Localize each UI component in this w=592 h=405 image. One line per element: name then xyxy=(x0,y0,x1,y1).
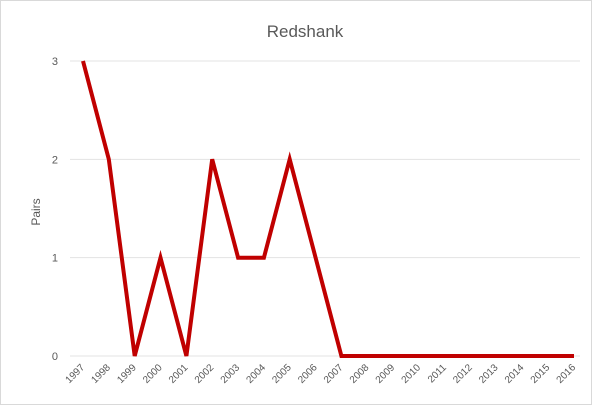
chart-title: Redshank xyxy=(267,22,344,41)
x-axis-ticks: 1997 1998 1999 2000 2001 2002 2003 2004 2005 2006… xyxy=(64,362,579,386)
x-tick-label: 2002 xyxy=(193,362,217,386)
x-tick-label: 2007 xyxy=(322,362,346,386)
x-tick-label: 2006 xyxy=(296,362,320,386)
x-tick-label: 2011 xyxy=(426,362,449,385)
x-tick-label: 2015 xyxy=(529,362,553,386)
series-layer xyxy=(81,60,574,358)
x-tick-label: 2013 xyxy=(477,362,501,386)
x-tick-label: 2005 xyxy=(270,362,294,386)
x-tick-label: 2010 xyxy=(400,362,424,386)
x-tick-label: 2001 xyxy=(167,362,191,386)
x-tick-label: 2014 xyxy=(503,362,527,386)
x-tick-label: 1999 xyxy=(115,362,139,386)
y-tick-label: 2 xyxy=(52,154,58,166)
x-tick-label: 2000 xyxy=(141,362,165,386)
y-axis-ticks: 0 1 2 3 xyxy=(52,56,58,363)
x-tick-label: 2009 xyxy=(374,362,398,386)
x-tick-label: 2008 xyxy=(348,362,372,386)
y-tick-label: 3 xyxy=(52,56,58,68)
x-tick-label: 1998 xyxy=(89,362,113,386)
x-tick-label: 2003 xyxy=(219,362,243,386)
series-line xyxy=(81,60,574,358)
y-tick-label: 1 xyxy=(52,253,58,265)
x-tick-label: 2016 xyxy=(555,362,579,386)
x-tick-label: 1997 xyxy=(64,362,88,386)
y-axis-label: Pairs xyxy=(29,198,43,225)
x-tick-label: 2012 xyxy=(451,362,475,386)
y-tick-label: 0 xyxy=(52,351,58,363)
x-tick-label: 2004 xyxy=(245,362,269,386)
